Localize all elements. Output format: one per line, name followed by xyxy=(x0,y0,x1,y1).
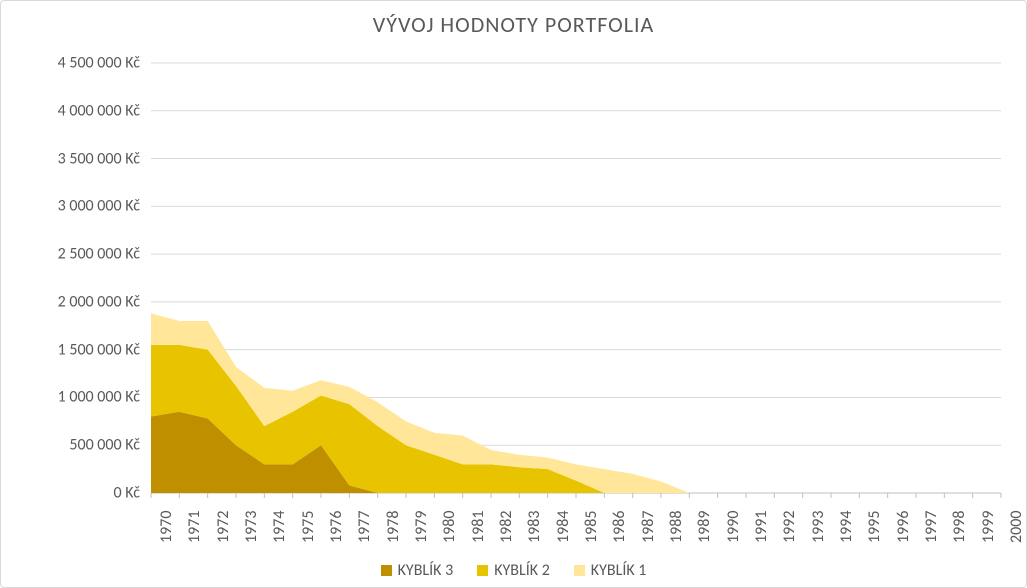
x-axis: 1970 1971 1972 1973 1974 1975 1976 1977 1978 1979… xyxy=(151,497,1001,557)
y-tick-label: 3 500 000 Kč xyxy=(58,149,140,168)
legend-item: KYBLÍK 1 xyxy=(574,561,647,580)
x-tick-label: 1983 xyxy=(525,511,544,543)
legend-swatch xyxy=(477,565,488,576)
y-tick-label: 1 000 000 Kč xyxy=(58,388,140,407)
x-tick-label: 1995 xyxy=(865,511,884,543)
legend-label: KYBLÍK 3 xyxy=(398,561,454,580)
x-tick-label: 2000 xyxy=(1007,511,1026,543)
legend: KYBLÍK 3 KYBLÍK 2 KYBLÍK 1 xyxy=(1,561,1026,581)
y-tick-label: 500 000 Kč xyxy=(69,436,140,455)
legend-label: KYBLÍK 1 xyxy=(591,561,647,580)
y-tick-label: 2 000 000 Kč xyxy=(58,292,140,311)
y-tick-label: 3 000 000 Kč xyxy=(58,197,140,216)
x-tick-label: 1993 xyxy=(809,511,828,543)
x-tick-label: 1984 xyxy=(554,511,573,543)
x-tick-label: 1978 xyxy=(384,511,403,543)
legend-swatch xyxy=(381,565,392,576)
legend-swatch xyxy=(574,565,585,576)
x-tick-label: 1973 xyxy=(242,511,261,543)
x-tick-label: 1994 xyxy=(837,511,856,543)
x-tick-label: 1992 xyxy=(780,511,799,543)
legend-label: KYBLÍK 2 xyxy=(494,561,550,580)
chart-svg xyxy=(151,63,1001,493)
x-tick-label: 1986 xyxy=(610,511,629,543)
x-tick-label: 1996 xyxy=(894,511,913,543)
x-tick-label: 1987 xyxy=(639,511,658,543)
y-tick-label: 4 500 000 Kč xyxy=(58,54,140,73)
y-axis: 0 Kč500 000 Kč1 000 000 Kč1 500 000 Kč2 … xyxy=(1,63,146,493)
y-tick-label: 1 500 000 Kč xyxy=(58,340,140,359)
x-tick-label: 1997 xyxy=(922,511,941,543)
x-tick-label: 1988 xyxy=(667,511,686,543)
x-tick-label: 1971 xyxy=(185,511,204,543)
plot-area xyxy=(151,63,1001,493)
y-tick-label: 2 500 000 Kč xyxy=(58,245,140,264)
x-tick-label: 1975 xyxy=(299,511,318,543)
x-tick-label: 1972 xyxy=(214,511,233,543)
x-tick-label: 1981 xyxy=(469,511,488,543)
x-tick-label: 1976 xyxy=(327,511,346,543)
legend-item: KYBLÍK 2 xyxy=(477,561,550,580)
x-tick-label: 1970 xyxy=(157,511,176,543)
chart-frame: VÝVOJ HODNOTY PORTFOLIA 0 Kč 500 000 Kč 1 … xyxy=(0,0,1027,588)
x-tick-label: 1977 xyxy=(355,511,374,543)
x-tick-label: 1979 xyxy=(412,511,431,543)
x-tick-label: 1980 xyxy=(440,511,459,543)
x-tick-label: 1982 xyxy=(497,511,516,543)
x-tick-label: 1990 xyxy=(724,511,743,543)
y-tick-label: 4 000 000 Kč xyxy=(58,101,140,120)
x-tick-label: 1974 xyxy=(270,511,289,543)
x-tick-label: 1991 xyxy=(752,511,771,543)
chart-title: VÝVOJ HODNOTY PORTFOLIA xyxy=(1,1,1026,38)
y-tick-label: 0 Kč xyxy=(114,484,141,503)
legend-item: KYBLÍK 3 xyxy=(381,561,454,580)
x-tick-label: 1998 xyxy=(950,511,969,543)
x-tick-label: 1985 xyxy=(582,511,601,543)
x-tick-label: 1999 xyxy=(979,511,998,543)
x-tick-label: 1989 xyxy=(695,511,714,543)
